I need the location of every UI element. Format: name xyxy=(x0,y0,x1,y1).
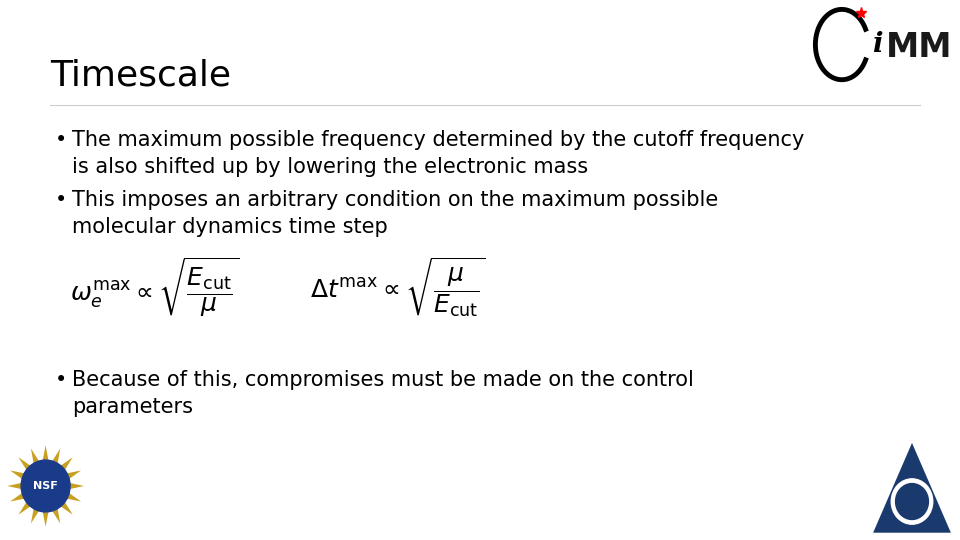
Circle shape xyxy=(21,460,70,512)
Polygon shape xyxy=(874,443,950,532)
Text: •: • xyxy=(55,190,67,210)
Text: Timescale: Timescale xyxy=(50,58,231,92)
Polygon shape xyxy=(60,502,73,515)
Text: This imposes an arbitrary condition on the maximum possible: This imposes an arbitrary condition on t… xyxy=(72,190,718,210)
Polygon shape xyxy=(8,483,21,489)
Circle shape xyxy=(24,463,67,509)
Polygon shape xyxy=(67,470,81,479)
Text: Because of this, compromises must be made on the control: Because of this, compromises must be mad… xyxy=(72,370,694,390)
Text: $\Delta t^{\mathrm{max}} \propto \sqrt{\dfrac{\mu}{E_{\mathrm{cut}}}}$: $\Delta t^{\mathrm{max}} \propto \sqrt{\… xyxy=(310,255,486,319)
Circle shape xyxy=(896,484,928,519)
Polygon shape xyxy=(52,509,60,523)
Text: The maximum possible frequency determined by the cutoff frequency: The maximum possible frequency determine… xyxy=(72,130,804,150)
Polygon shape xyxy=(31,509,39,523)
Polygon shape xyxy=(43,512,48,526)
Polygon shape xyxy=(18,457,31,470)
Text: is also shifted up by lowering the electronic mass: is also shifted up by lowering the elect… xyxy=(72,157,588,177)
Text: MM: MM xyxy=(886,31,953,64)
Text: $\omega_e^{\mathrm{max}} \propto \sqrt{\dfrac{E_{\mathrm{cut}}}{\mu}}$: $\omega_e^{\mathrm{max}} \propto \sqrt{\… xyxy=(70,255,239,319)
Polygon shape xyxy=(52,449,60,463)
Polygon shape xyxy=(60,457,73,470)
Text: •: • xyxy=(55,370,67,390)
Text: parameters: parameters xyxy=(72,397,193,417)
Polygon shape xyxy=(43,446,48,460)
Polygon shape xyxy=(31,449,39,463)
Polygon shape xyxy=(11,470,24,479)
Text: NSF: NSF xyxy=(34,481,58,491)
Polygon shape xyxy=(18,502,31,515)
Text: i: i xyxy=(873,31,883,58)
Polygon shape xyxy=(70,483,84,489)
Circle shape xyxy=(891,479,933,524)
Polygon shape xyxy=(11,493,24,502)
Text: •: • xyxy=(55,130,67,150)
Polygon shape xyxy=(67,493,81,502)
Text: molecular dynamics time step: molecular dynamics time step xyxy=(72,217,388,237)
